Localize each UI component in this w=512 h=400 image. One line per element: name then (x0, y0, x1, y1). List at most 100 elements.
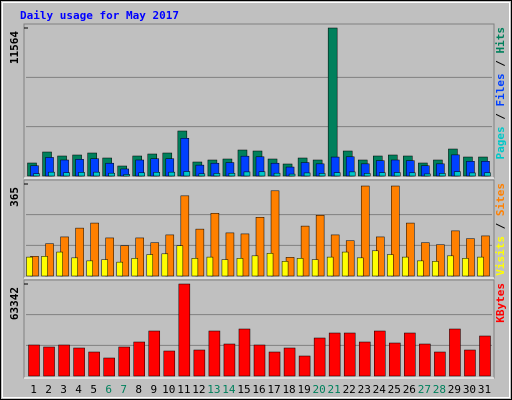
bar (178, 283, 191, 377)
bar (466, 238, 475, 277)
bar (208, 330, 221, 377)
x-tick-label: 9 (150, 383, 157, 396)
bar (161, 253, 169, 277)
bar (213, 173, 221, 177)
x-tick-label: 22 (343, 383, 356, 396)
bar (148, 330, 161, 377)
bar (462, 258, 469, 277)
bar (270, 190, 280, 277)
bar (193, 349, 206, 377)
x-tick-label: 27 (418, 383, 431, 396)
bar (123, 174, 130, 177)
bar (360, 185, 370, 277)
bar (372, 250, 379, 277)
bar (168, 171, 176, 177)
bar (223, 343, 236, 377)
x-tick-label: 26 (403, 383, 416, 396)
bar (469, 172, 476, 177)
bar (477, 256, 484, 277)
bar (343, 332, 356, 377)
x-tick-label: 7 (120, 383, 127, 396)
bar (327, 27, 338, 177)
x-tick-label: 8 (135, 383, 142, 396)
bar (328, 332, 341, 377)
series-legend: Pages / Files / Hits (494, 27, 507, 160)
legend-entry: Sites (494, 183, 507, 216)
separator: / (494, 107, 507, 127)
bar (484, 172, 491, 177)
x-tick-label: 16 (252, 383, 265, 396)
bar (436, 244, 445, 277)
x-tick-label: 21 (328, 383, 341, 396)
bar (326, 256, 334, 277)
x-tick-label: 30 (463, 383, 476, 396)
bar (78, 172, 85, 177)
bar (449, 328, 461, 377)
bar (389, 342, 401, 377)
bar (90, 222, 99, 277)
bar (315, 215, 325, 277)
legend-entry: Visits (494, 236, 507, 276)
bar (183, 171, 191, 177)
bar (464, 349, 476, 377)
bar (298, 355, 311, 377)
bar (210, 212, 220, 277)
bar (63, 172, 70, 177)
bar (131, 258, 138, 277)
bar (434, 351, 446, 377)
bar (439, 173, 446, 177)
x-tick-label: 15 (237, 383, 250, 396)
bar (417, 260, 424, 277)
bar (424, 173, 431, 177)
x-tick-label: 5 (90, 383, 97, 396)
bar (93, 171, 100, 177)
bar (296, 258, 304, 277)
bar (135, 237, 144, 277)
bar (191, 258, 199, 277)
bar (479, 335, 491, 377)
x-tick-label: 12 (192, 383, 205, 396)
x-tick-label: 28 (433, 383, 446, 396)
x-tick-label: 14 (222, 383, 236, 396)
bar (58, 344, 70, 377)
x-tick-label: 23 (358, 383, 371, 396)
bar (195, 228, 205, 277)
bar (43, 346, 55, 377)
bar (198, 173, 206, 177)
bar (451, 230, 460, 277)
bar (71, 257, 78, 277)
bar (236, 258, 244, 277)
bar (363, 173, 371, 177)
bar (138, 172, 145, 177)
bar (180, 137, 190, 177)
bar (311, 259, 319, 277)
bar (409, 172, 416, 177)
chart-title: Daily usage for May 2017 (20, 9, 179, 22)
bar (432, 261, 439, 277)
bar (421, 242, 430, 277)
x-tick-label: 24 (373, 383, 387, 396)
bar (75, 227, 84, 277)
separator: / (494, 54, 507, 74)
bar (313, 337, 326, 377)
x-tick-label: 6 (105, 383, 112, 396)
bar (273, 172, 281, 177)
x-tick-label: 29 (448, 383, 461, 396)
bar (447, 255, 454, 277)
bar (358, 341, 371, 377)
y-max-label: 365 (8, 187, 21, 207)
x-tick-label: 18 (282, 383, 295, 396)
bar (238, 328, 251, 377)
bar (116, 261, 123, 277)
x-tick-label: 1 (30, 383, 37, 396)
bar (481, 235, 490, 277)
bar (333, 172, 341, 177)
bar (163, 350, 176, 377)
bar (240, 233, 250, 277)
bar (356, 257, 364, 277)
legend-entry: Files (494, 73, 507, 106)
x-tick-label: 2 (45, 383, 52, 396)
x-tick-label: 19 (297, 383, 310, 396)
bar (206, 256, 214, 277)
